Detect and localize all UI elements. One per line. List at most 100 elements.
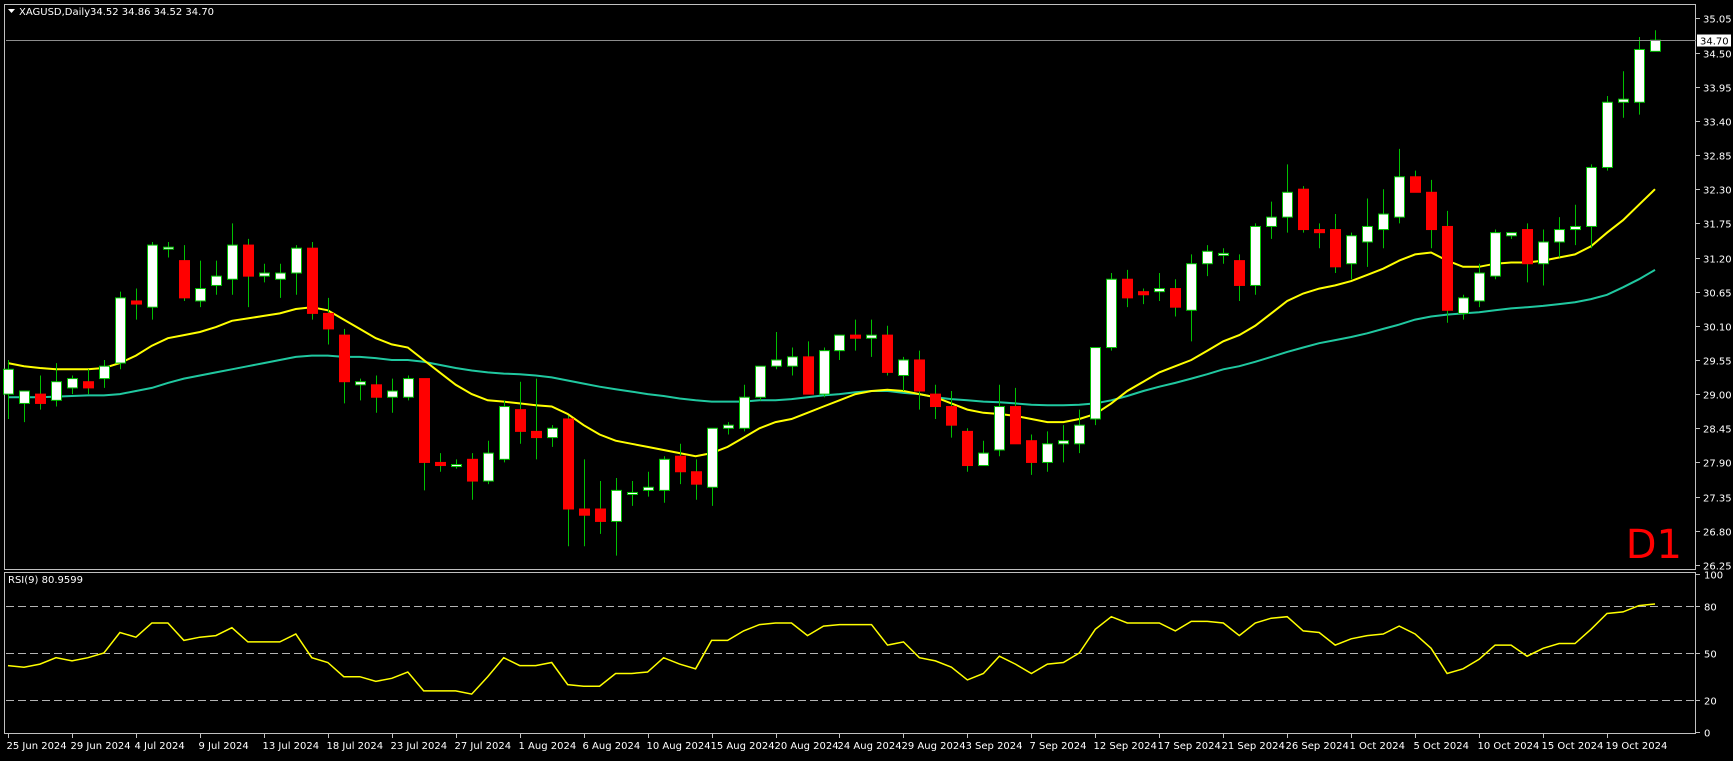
candle-body [1346,235,1357,265]
candle-body [1602,101,1613,168]
candle-body [994,406,1005,451]
candle-body [1218,252,1229,256]
candle [1282,164,1293,233]
candle-body [291,247,302,274]
collapse-triangle-icon[interactable] [8,9,15,13]
candle-body [771,359,782,367]
candle-body [1026,440,1037,463]
candle [595,481,606,534]
price-axis-label: 26.80 [1703,528,1732,539]
candle [1234,254,1245,301]
rsi-axis-label: 20 [1704,697,1717,708]
candle [1618,71,1629,118]
candle-body [1282,191,1293,218]
candle-body [483,452,494,482]
candle-body [163,246,174,250]
candle-body [787,356,798,367]
time-axis-label: 29 Jun 2024 [71,741,131,752]
candle-body [115,297,126,364]
candle [131,288,142,320]
candle-body [1138,291,1149,296]
candle [834,334,845,360]
candle [946,391,957,438]
symbol-label: XAGUSD,Daily [19,7,90,18]
candle [243,238,254,308]
candle-body [51,381,62,401]
price-axis-label: 33.40 [1703,118,1732,129]
candle-body [259,272,270,277]
price-axis-label: 34.50 [1703,50,1732,61]
rsi-label: RSI(9) 80.9599 [8,575,83,586]
price-axis-label: 27.35 [1703,494,1732,505]
candle-body [1394,176,1405,218]
candle [1250,223,1261,295]
candle-body [467,458,478,482]
time-axis-label: 23 Jul 2024 [391,741,448,752]
candle-body [1538,241,1549,265]
candle-body [1362,225,1373,243]
candle-body [1042,443,1053,463]
candle-body [579,508,590,516]
candle-body [691,471,702,485]
rsi-axis: 0 20 50 80 100 [1696,571,1723,740]
candle [1154,273,1165,301]
candle [930,384,941,419]
candle-body [1058,440,1069,445]
candle-body [803,356,814,395]
candle-body [323,312,334,330]
candle-body [1650,39,1661,52]
candle [403,375,414,401]
time-axis-label: 29 Aug 2024 [902,741,966,752]
rsi-axis-label: 0 [1704,729,1710,740]
candle [179,245,190,301]
candle [67,375,78,395]
candle [1458,294,1469,320]
candle-body [819,350,830,395]
candle [898,356,909,392]
candle-body [1410,176,1421,193]
candle-body [1122,278,1133,299]
candle-body [675,455,686,473]
time-axis-label: 21 Sep 2024 [1222,741,1285,752]
candle-body [1506,232,1517,237]
time-axis-label: 27 Jul 2024 [455,741,512,752]
candle-body [1314,229,1325,234]
candle-body [99,365,110,380]
candle-body [595,508,606,522]
candle [563,415,574,547]
price-axis-label: 33.95 [1703,84,1732,95]
candle [19,390,30,423]
time-axis-label: 9 Jul 2024 [199,741,249,752]
candle [147,241,158,320]
candle [531,378,542,460]
candle [3,359,14,419]
rsi-panel-frame [4,572,1696,734]
time-axis-label: 12 Sep 2024 [1094,741,1157,752]
candle-body [451,464,462,468]
candle [291,245,302,295]
price-axis-label: 31.75 [1703,220,1732,231]
candle-body [131,300,142,305]
ohlc-label: 34.52 34.86 34.52 34.70 [90,7,214,18]
candle [675,443,686,485]
candle-body [659,458,670,491]
candle [1394,148,1405,224]
candle-body [371,384,382,398]
time-axis-label: 24 Aug 2024 [838,741,902,752]
candle [707,427,718,506]
candle-body [1522,229,1533,265]
candle-body [1106,278,1117,349]
candle [739,384,750,432]
candle [1602,96,1613,171]
candle [1298,186,1309,233]
rsi-axis-label: 80 [1704,603,1717,614]
candle [803,341,814,395]
candle [1490,229,1501,280]
candle-body [243,244,254,277]
candle-body [1234,260,1245,286]
time-axis-label: 5 Oct 2024 [1414,741,1469,752]
candle-body [1490,232,1501,277]
candle-body [834,334,845,352]
